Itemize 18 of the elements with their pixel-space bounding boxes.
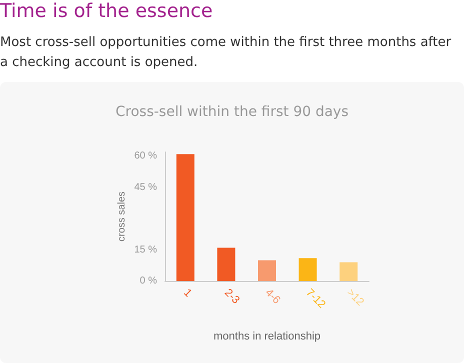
x-tick-label: 2-3 — [222, 286, 242, 306]
x-tick-label: 4-6 — [262, 286, 282, 306]
x-tick-label: 1 — [181, 286, 194, 300]
text: Cross-sell within the first 90 days — [115, 104, 349, 120]
y-tick-label: 15 % — [134, 244, 158, 256]
chart-title: Time is of the essence — [0, 0, 213, 22]
chart-subtitle: Most cross-sell opportunities come within the first three months after a checking account is opened. — [0, 34, 452, 72]
bar — [258, 260, 276, 281]
bar — [176, 154, 194, 281]
bar — [298, 258, 317, 281]
bar — [340, 262, 358, 281]
y-axis-title: cross sales — [116, 191, 128, 242]
y-tick-label: 60 % — [134, 150, 158, 162]
bar — [217, 248, 236, 281]
x-tick-label: >12 — [344, 286, 366, 308]
y-tick-label: 45 % — [134, 182, 158, 193]
y-tick-label: 0 % — [140, 276, 158, 286]
x-axis-title: months in relationship — [213, 330, 321, 342]
